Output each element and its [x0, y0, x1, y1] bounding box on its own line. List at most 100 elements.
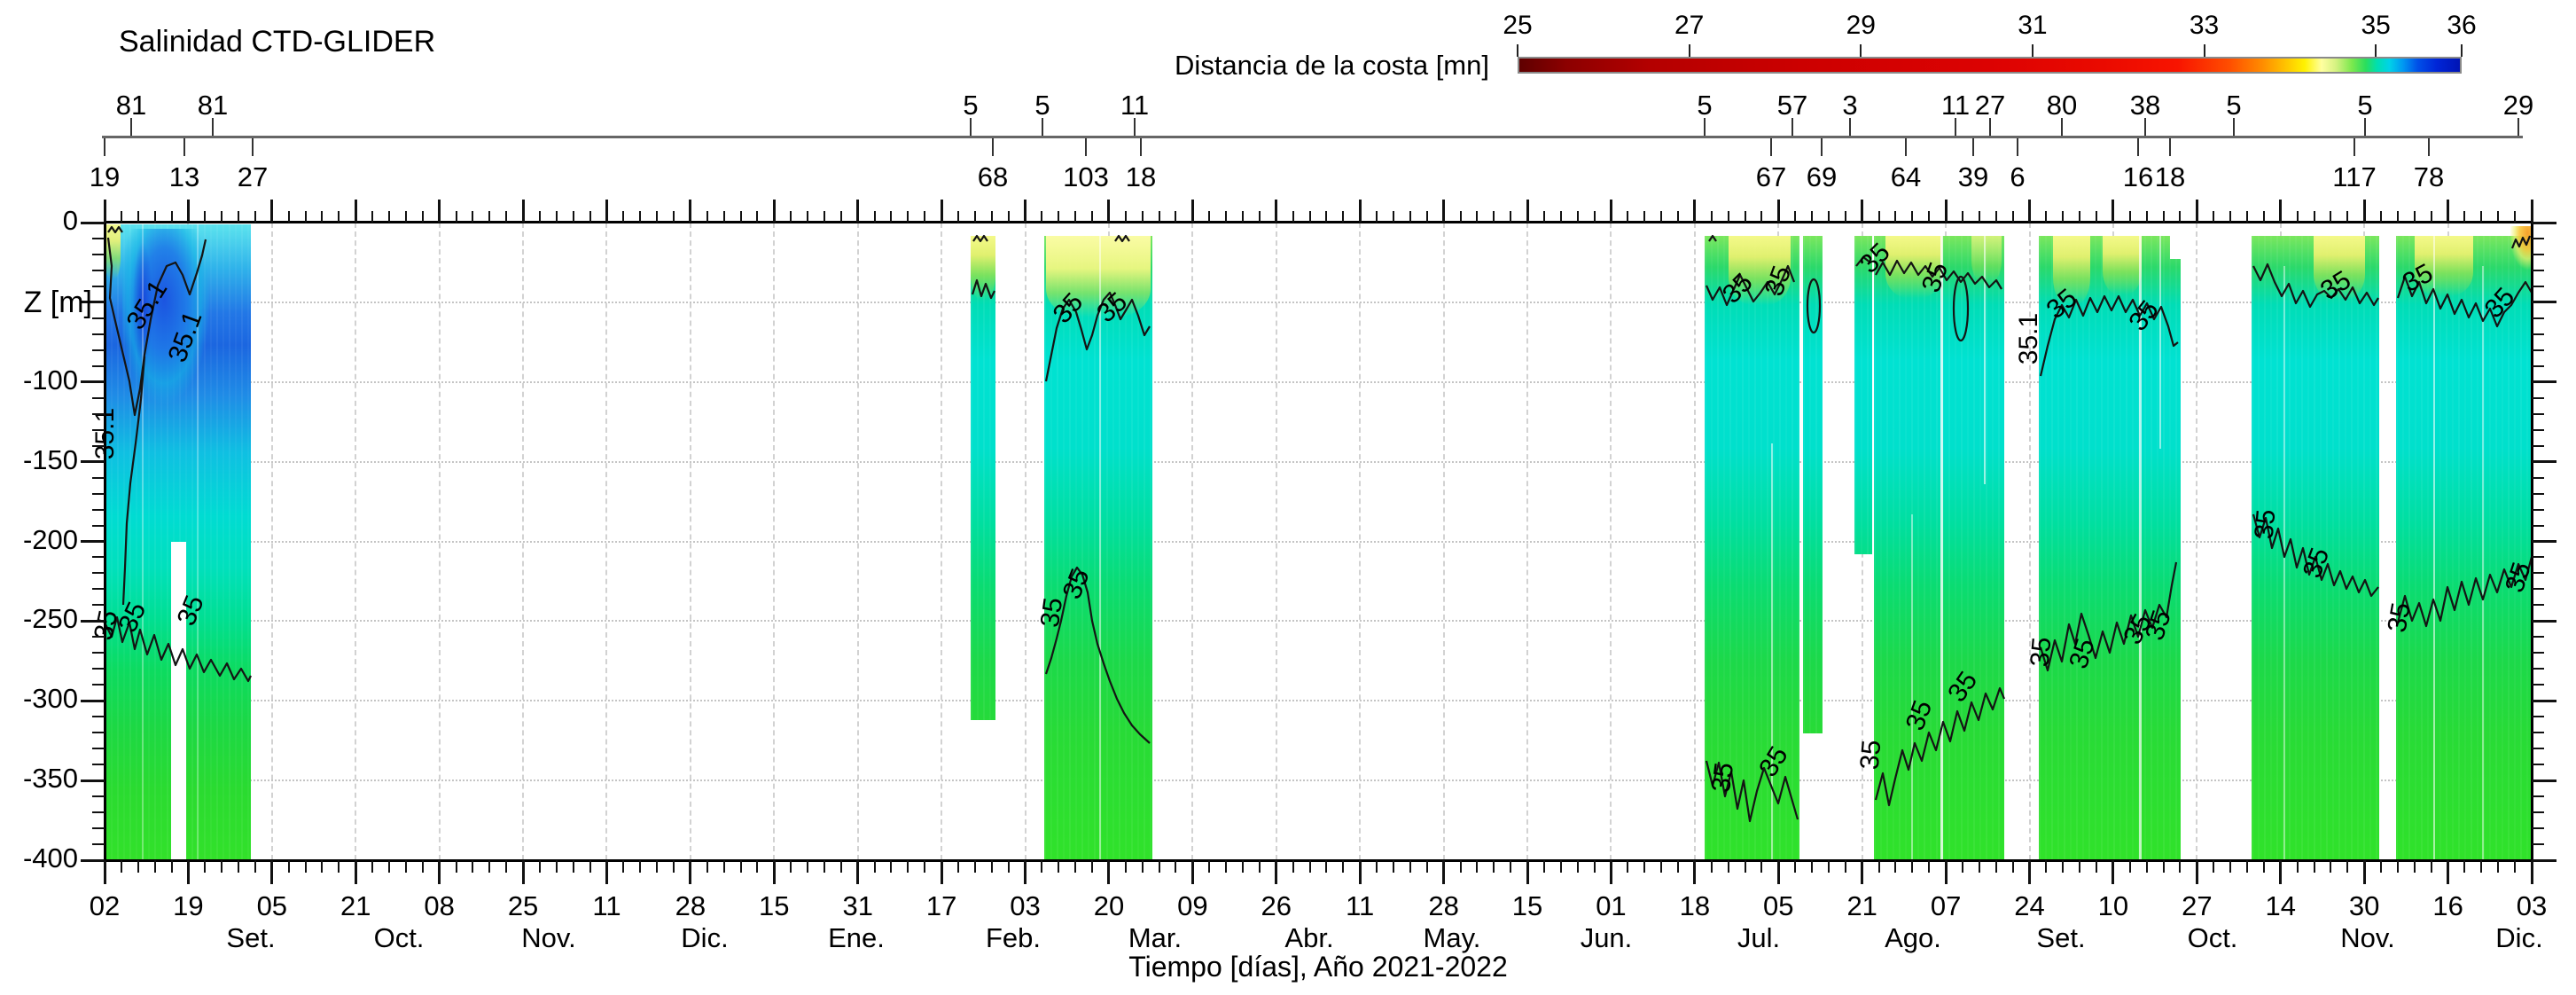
distance-tick [212, 118, 214, 136]
distance-tick [2169, 138, 2171, 156]
x-axis-minor-tick [722, 211, 725, 223]
y-axis-minor-tick [92, 428, 105, 431]
x-axis-minor-tick [790, 860, 792, 873]
x-axis-minor-tick [2179, 211, 2182, 223]
x-axis-minor-tick [472, 860, 474, 873]
x-axis-minor-tick [1978, 211, 1980, 223]
x-axis-tick [521, 860, 525, 884]
x-axis-minor-tick [505, 860, 508, 873]
distance-tick [1704, 118, 1706, 136]
x-axis-minor-tick [204, 860, 207, 873]
x-axis-minor-tick [2380, 211, 2383, 223]
month-label: Nov. [521, 922, 576, 953]
y-axis-minor-tick [92, 764, 105, 766]
x-axis-tick [2530, 200, 2533, 223]
y-axis-minor-tick [92, 269, 105, 271]
x-tick-label: 05 [256, 890, 288, 921]
x-axis-minor-tick [221, 211, 223, 223]
contour-line [2396, 275, 2533, 328]
x-axis-minor-tick [656, 860, 659, 873]
y-axis-minor-tick [92, 364, 105, 367]
x-axis-tick [689, 200, 692, 223]
x-axis-minor-tick [790, 211, 792, 223]
x-axis-minor-tick [488, 860, 491, 873]
x-axis-minor-tick [1627, 211, 1629, 223]
x-tick-label: 14 [2265, 890, 2296, 921]
distance-value: 81 [197, 90, 229, 121]
x-axis-minor-tick [1744, 860, 1746, 873]
y-axis-minor-tick [2532, 237, 2544, 239]
y-axis-minor-tick [92, 412, 105, 415]
x-tick-label: 08 [424, 890, 455, 921]
x-axis-minor-tick [1994, 211, 1997, 223]
x-axis-minor-tick [371, 860, 374, 873]
y-axis-minor-tick [92, 556, 105, 559]
y-axis-tick [2532, 699, 2556, 702]
contour-label: 35 [1855, 739, 1887, 771]
x-axis-tick [2530, 860, 2533, 884]
x-axis-minor-tick [1627, 860, 1629, 873]
grid-line-horizontal [105, 460, 2532, 463]
contour-loop [1806, 278, 1822, 334]
grid-line-horizontal [105, 301, 2532, 303]
x-axis-minor-tick [1292, 860, 1294, 873]
month-label: Dic. [681, 922, 729, 953]
x-axis-tick [940, 860, 943, 884]
x-axis-minor-tick [589, 211, 591, 223]
distance-value: 81 [115, 90, 147, 121]
y-axis-minor-tick [92, 684, 105, 686]
x-axis-tick [940, 200, 943, 223]
x-axis-minor-tick [1978, 860, 1980, 873]
y-axis-minor-tick [92, 396, 105, 399]
x-axis-tick [2195, 860, 2198, 884]
x-axis-minor-tick [1158, 860, 1160, 873]
x-axis-minor-tick [1510, 211, 1512, 223]
x-axis-tick [772, 860, 776, 884]
x-axis-minor-tick [1894, 860, 1897, 873]
y-axis-minor-tick [2532, 412, 2544, 415]
x-axis-minor-tick [321, 211, 324, 223]
x-axis-minor-tick [1325, 860, 1328, 873]
data-band [2252, 236, 2379, 860]
colorbar-tick [1688, 44, 1690, 57]
x-axis-minor-tick [2463, 860, 2466, 873]
x-axis-tick [1275, 200, 1278, 223]
x-axis-minor-tick [2313, 211, 2315, 223]
y-axis-title: Z [m] [23, 286, 92, 319]
x-axis-minor-tick [1342, 211, 1345, 223]
distance-value: 38 [2129, 90, 2161, 121]
distance-value: 78 [2413, 161, 2445, 192]
x-axis-minor-tick [153, 860, 156, 873]
x-tick-label: 28 [675, 890, 706, 921]
contour-line [104, 615, 252, 683]
x-axis-tick [605, 200, 608, 223]
distance-value: 103 [1063, 161, 1109, 192]
x-axis-minor-tick [1175, 211, 1177, 223]
profile-gap-line [1984, 236, 1986, 484]
x-axis-minor-tick [1643, 860, 1646, 873]
x-axis-minor-tick [472, 211, 474, 223]
band-overlay-yellow [2053, 236, 2090, 305]
x-tick-label: 10 [2097, 890, 2129, 921]
x-axis-minor-tick [1392, 211, 1394, 223]
x-axis-minor-tick [1676, 211, 1679, 223]
x-axis-minor-tick [957, 860, 960, 873]
distance-value: 11 [1940, 90, 1971, 121]
x-axis-minor-tick [1660, 860, 1663, 873]
x-axis-tick [186, 200, 190, 223]
x-axis-minor-tick [1660, 211, 1663, 223]
x-axis-minor-tick [2380, 860, 2383, 873]
x-axis-tick [1190, 200, 1194, 223]
distance-value: 13 [168, 161, 200, 192]
distance-tick [130, 118, 132, 136]
x-axis-minor-tick [656, 211, 659, 223]
distance-tick [2364, 118, 2366, 136]
x-axis-minor-tick [1208, 860, 1211, 873]
x-axis-minor-tick [2413, 211, 2416, 223]
x-axis-minor-tick [1058, 860, 1060, 873]
x-tick-label: 02 [89, 890, 121, 921]
x-axis-minor-tick [706, 211, 708, 223]
y-axis-minor-tick [2532, 556, 2544, 559]
y-axis-minor-tick [92, 492, 105, 495]
contour-line [106, 237, 207, 417]
